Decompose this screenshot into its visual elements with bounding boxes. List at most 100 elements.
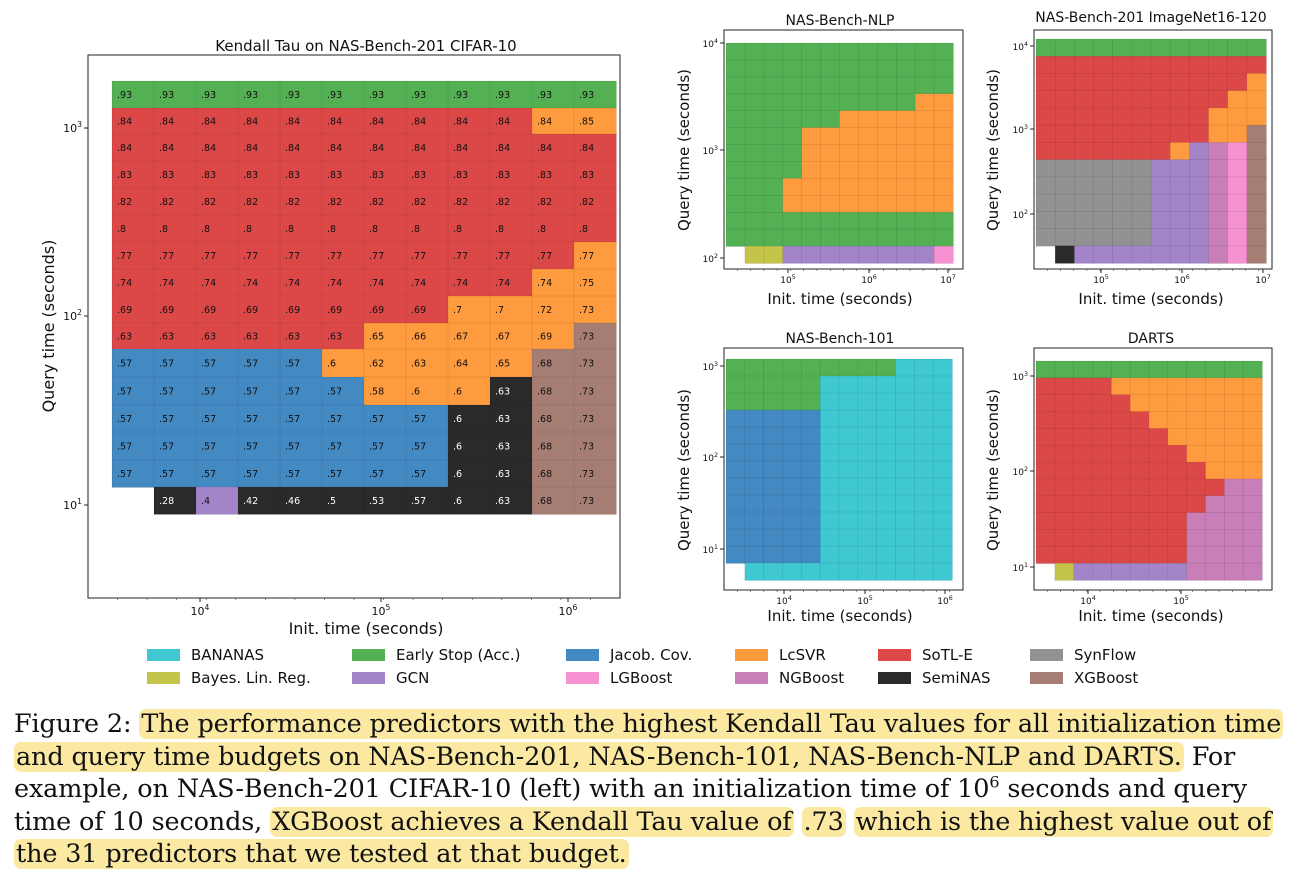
heatmap-cell <box>531 214 575 243</box>
cell-value-label: .57 <box>201 359 216 370</box>
legend-item: GCN <box>352 669 429 687</box>
heatmap-cell <box>782 228 803 247</box>
heatmap-cell <box>782 375 803 394</box>
heatmap-cell <box>1224 394 1244 413</box>
heatmap-cell <box>763 358 784 377</box>
chart-title: NAS-Bench-201 ImageNet16-120 <box>1035 10 1266 26</box>
heatmap-cell <box>1112 55 1133 75</box>
cell-value-label: .82 <box>369 197 384 208</box>
heatmap-cell <box>153 376 197 406</box>
heatmap-cell <box>820 245 841 264</box>
heatmap-cell <box>876 358 897 377</box>
heatmap-cell <box>838 562 859 581</box>
cell-value-label: .74 <box>285 278 300 289</box>
caption-text-3: seconds and query time of 10 seconds, <box>14 774 1248 837</box>
heatmap-cell <box>1246 73 1267 92</box>
heatmap-cell <box>1131 245 1152 264</box>
cell-value-label: .82 <box>159 197 174 208</box>
heatmap-cell <box>1129 461 1150 480</box>
heatmap-cell <box>1129 411 1150 430</box>
heatmap-cell <box>820 161 841 180</box>
cell-value-label: .57 <box>285 359 300 370</box>
cell-value-label: .83 <box>159 170 174 181</box>
heatmap-cell <box>801 178 822 197</box>
heatmap-cell <box>839 195 860 213</box>
heatmap-cell <box>839 93 860 112</box>
cell-value-label: .84 <box>537 117 552 128</box>
heatmap-cell <box>801 93 822 112</box>
heatmap-cell <box>363 322 407 350</box>
heatmap-cell <box>744 477 765 496</box>
heatmap-cell <box>1148 360 1169 379</box>
heatmap-cell <box>1224 377 1244 396</box>
heatmap-cell <box>801 409 821 428</box>
heatmap-cell <box>1129 512 1150 531</box>
heatmap-cell <box>1035 142 1056 161</box>
heatmap-cell <box>838 528 859 547</box>
cell-value-label: .82 <box>327 197 342 208</box>
heatmap-cell <box>763 110 784 129</box>
heatmap-cell <box>725 528 746 547</box>
heatmap-cell <box>1054 38 1076 57</box>
heatmap-cell <box>405 348 449 378</box>
heatmap-cell <box>1129 495 1150 514</box>
heatmap-cell <box>819 443 840 462</box>
heatmap-cell <box>763 59 784 78</box>
heatmap-cell <box>237 431 281 461</box>
heatmap-cell <box>321 107 365 135</box>
cell-value-label: .57 <box>285 414 300 425</box>
heatmap-cell <box>876 528 897 547</box>
chart-title: NAS-Bench-101 <box>786 331 895 347</box>
cell-value-label: .83 <box>579 170 594 181</box>
heatmap-cell <box>1205 478 1226 497</box>
cell-value-label: .83 <box>285 170 300 181</box>
cell-value-label: .8 <box>159 224 168 235</box>
heatmap-cell <box>819 409 840 428</box>
heatmap-cell <box>489 241 533 270</box>
heatmap-cell <box>801 228 822 247</box>
cell-value-label: .63 <box>495 442 510 453</box>
heatmap-cell <box>1148 428 1169 446</box>
heatmap-cell <box>1227 176 1248 195</box>
heatmap-cell <box>321 348 365 378</box>
legend-swatch <box>878 672 911 684</box>
heatmap-cell <box>531 241 575 270</box>
heatmap-cell <box>1112 90 1133 109</box>
heatmap-cell <box>819 426 840 445</box>
cell-value-label: .84 <box>453 143 468 154</box>
heatmap-cell <box>914 443 934 462</box>
legend-swatch <box>735 649 768 661</box>
cell-value-label: .57 <box>159 442 174 453</box>
heatmap-cell <box>744 443 765 462</box>
heatmap-cell <box>1169 193 1191 213</box>
legend-swatch <box>147 649 180 661</box>
heatmap-cell <box>1189 38 1210 57</box>
heatmap-cell <box>914 358 934 377</box>
legend-swatch <box>735 672 768 684</box>
cell-value-label: .57 <box>201 414 216 425</box>
heatmap-cell <box>933 178 954 197</box>
cell-value-label: .84 <box>243 117 258 128</box>
heatmap-cell <box>725 443 746 462</box>
caption-highlight-2: XGBoost achieves a Kendall Tau value of <box>270 806 794 837</box>
heatmap-cell <box>489 348 533 378</box>
heatmap-cell <box>725 511 746 530</box>
cell-value-label: .68 <box>537 469 552 480</box>
figure-caption: Figure 2: The performance predictors wit… <box>14 708 1284 871</box>
x-axis-label: Init. time (seconds) <box>1078 290 1223 308</box>
cell-value-label: .84 <box>159 117 174 128</box>
chart-4: 104 105 106 101 102 103 NAS-Bench-101 Init. tim… <box>675 331 964 625</box>
cell-value-label: .77 <box>159 251 174 262</box>
heatmap-cell <box>279 404 323 433</box>
heatmap-cell <box>1205 562 1226 581</box>
cell-value-label: .57 <box>243 469 258 480</box>
heatmap-cell <box>1111 377 1131 396</box>
heatmap-cell <box>1148 444 1169 463</box>
heatmap-cell <box>1131 124 1152 144</box>
heatmap-cell <box>801 545 821 564</box>
heatmap-cell <box>1208 55 1229 75</box>
legend-label: LcSVR <box>779 646 826 664</box>
cell-value-label: .69 <box>201 305 216 316</box>
heatmap-cell <box>782 545 803 564</box>
heatmap-cell <box>933 59 954 78</box>
